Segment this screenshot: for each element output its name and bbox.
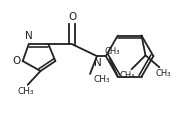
Text: CH₃: CH₃ (104, 47, 119, 56)
Text: N: N (25, 31, 33, 41)
Text: CH₃: CH₃ (156, 69, 171, 78)
Text: CH₃: CH₃ (94, 75, 111, 84)
Text: CH₃: CH₃ (17, 87, 34, 96)
Text: CH₃: CH₃ (120, 71, 135, 80)
Text: N: N (94, 58, 102, 68)
Text: O: O (68, 12, 76, 22)
Text: O: O (13, 56, 21, 66)
